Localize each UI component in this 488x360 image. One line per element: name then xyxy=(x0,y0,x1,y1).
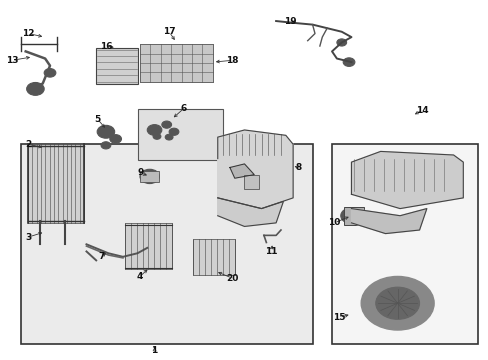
Circle shape xyxy=(101,142,111,149)
FancyBboxPatch shape xyxy=(21,144,312,344)
FancyBboxPatch shape xyxy=(137,109,222,160)
Bar xyxy=(344,207,363,225)
Circle shape xyxy=(147,125,162,135)
FancyBboxPatch shape xyxy=(331,144,477,344)
Text: 11: 11 xyxy=(264,247,277,256)
Text: 6: 6 xyxy=(180,104,186,113)
Text: 10: 10 xyxy=(327,219,340,228)
Polygon shape xyxy=(229,164,254,178)
Text: 13: 13 xyxy=(6,56,18,65)
Circle shape xyxy=(153,134,161,139)
Text: 15: 15 xyxy=(332,313,345,322)
Text: 14: 14 xyxy=(415,106,427,115)
Circle shape xyxy=(140,169,159,184)
Circle shape xyxy=(343,58,354,66)
Circle shape xyxy=(162,121,171,128)
Text: 3: 3 xyxy=(25,233,31,242)
Bar xyxy=(96,48,137,84)
Text: 17: 17 xyxy=(163,27,175,36)
Circle shape xyxy=(97,125,115,138)
Text: 20: 20 xyxy=(225,274,238,283)
Circle shape xyxy=(44,68,56,77)
Circle shape xyxy=(110,135,121,143)
Circle shape xyxy=(169,128,179,135)
Bar xyxy=(140,44,212,82)
Circle shape xyxy=(375,287,419,319)
Text: 1: 1 xyxy=(151,346,157,355)
Bar xyxy=(244,175,259,189)
Text: 19: 19 xyxy=(284,17,296,26)
Polygon shape xyxy=(217,130,292,208)
Circle shape xyxy=(361,276,433,330)
Text: 12: 12 xyxy=(22,29,34,38)
Bar xyxy=(140,171,159,182)
Text: 16: 16 xyxy=(100,41,112,50)
Bar xyxy=(125,223,171,269)
Bar xyxy=(193,239,234,275)
Circle shape xyxy=(336,39,346,46)
Text: 9: 9 xyxy=(138,168,144,177)
Bar xyxy=(28,144,84,223)
Polygon shape xyxy=(351,152,462,208)
Polygon shape xyxy=(351,208,426,234)
Text: 8: 8 xyxy=(295,163,302,172)
Circle shape xyxy=(27,82,44,95)
Circle shape xyxy=(340,208,362,224)
Circle shape xyxy=(165,134,173,140)
Text: 4: 4 xyxy=(137,272,143,281)
Text: 18: 18 xyxy=(225,56,238,65)
Text: 7: 7 xyxy=(98,252,104,261)
Polygon shape xyxy=(217,198,283,226)
Text: 2: 2 xyxy=(25,140,31,149)
Text: 5: 5 xyxy=(94,115,101,124)
